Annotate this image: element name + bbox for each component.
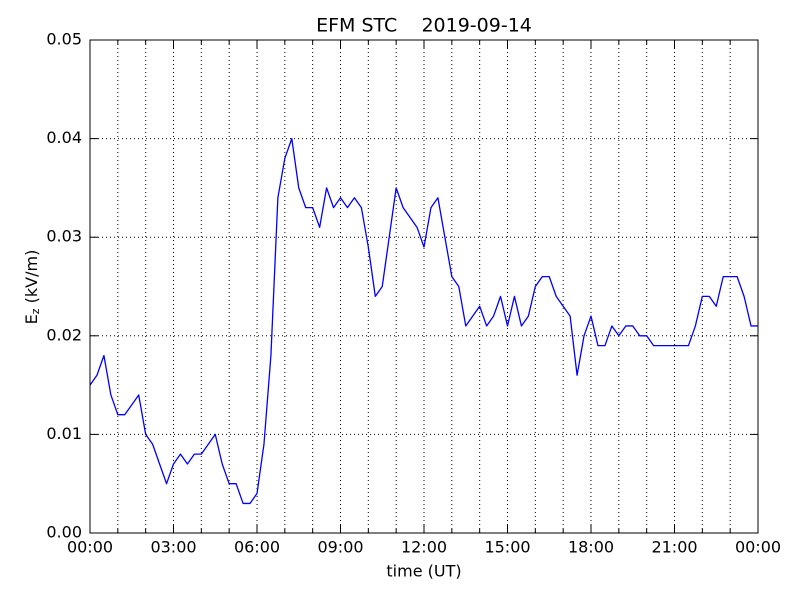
x-tick-label: 15:00 <box>484 538 530 557</box>
y-label-subscript: z <box>29 308 42 314</box>
x-tick-label: 00:00 <box>735 538 781 557</box>
x-tick-label: 00:00 <box>67 538 113 557</box>
y-tick-label: 0.01 <box>46 424 82 443</box>
y-tick-label: 0.03 <box>46 227 82 246</box>
x-tick-label: 09:00 <box>317 538 363 557</box>
chart-title: EFM STC 2019-09-14 <box>316 15 532 37</box>
y-label-unit: (kV/m) <box>22 250 41 309</box>
x-tick-label: 18:00 <box>568 538 614 557</box>
x-tick-label: 12:00 <box>401 538 447 557</box>
y-tick-label: 0.05 <box>46 30 82 49</box>
x-axis-label: time (UT) <box>386 562 461 581</box>
x-tick-label: 21:00 <box>651 538 697 557</box>
x-tick-label: 03:00 <box>150 538 196 557</box>
y-tick-label: 0.04 <box>46 128 82 147</box>
x-tick-label: 06:00 <box>234 538 280 557</box>
y-tick-label: 0.02 <box>46 325 82 344</box>
plot-frame <box>89 39 759 534</box>
y-tick-label: 0.00 <box>46 523 82 542</box>
data-line <box>89 137 758 505</box>
y-label-base: E <box>22 314 41 324</box>
y-axis-label: Ez (kV/m) <box>22 250 43 325</box>
